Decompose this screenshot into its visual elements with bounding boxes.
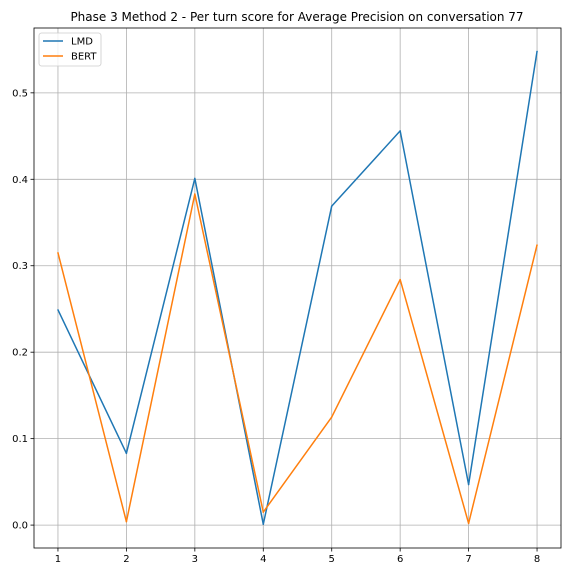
data-point-lmd bbox=[467, 483, 470, 486]
y-tick-label: 0.0 bbox=[12, 521, 28, 532]
data-point-bert bbox=[125, 520, 128, 523]
data-point-lmd bbox=[57, 309, 59, 311]
x-tick-label: 1 bbox=[55, 554, 61, 565]
y-tick-label: 0.1 bbox=[12, 434, 28, 445]
data-point-lmd bbox=[536, 50, 538, 53]
legend: LMD BERT bbox=[38, 32, 102, 67]
data-point-bert bbox=[330, 416, 333, 418]
data-point-lmd bbox=[125, 452, 128, 455]
x-tick-label: 7 bbox=[465, 554, 471, 565]
data-point-lmd bbox=[262, 523, 265, 525]
data-point-lmd bbox=[399, 130, 401, 132]
chart-title: Phase 3 Method 2 - Per turn score for Av… bbox=[70, 10, 523, 24]
y-tick-label: 0.4 bbox=[12, 175, 28, 186]
x-tick-label: 6 bbox=[397, 554, 403, 565]
x-tick-label: 5 bbox=[329, 554, 335, 565]
y-tick-label: 0.3 bbox=[12, 261, 28, 272]
axis-ticks: 1 2 3 4 5 6 7 8 0.0 0.1 0.2 0.3 0.4 0.5 bbox=[12, 88, 540, 565]
x-tick-label: 2 bbox=[123, 554, 129, 565]
data-point-bert bbox=[536, 244, 538, 246]
data-point-lmd bbox=[194, 177, 196, 180]
data-point-bert bbox=[262, 511, 265, 513]
data-point-bert bbox=[467, 522, 470, 525]
series-lines bbox=[57, 50, 538, 525]
x-tick-label: 8 bbox=[534, 554, 540, 565]
legend-label-bert: BERT bbox=[71, 52, 97, 63]
data-point-bert bbox=[57, 252, 59, 254]
grid-lines bbox=[34, 28, 561, 548]
data-point-bert bbox=[399, 278, 401, 281]
y-tick-label: 0.2 bbox=[12, 348, 28, 359]
data-point-lmd bbox=[330, 205, 333, 207]
series-line-bert bbox=[57, 193, 538, 525]
x-tick-label: 3 bbox=[192, 554, 198, 565]
plot-frame bbox=[33, 27, 562, 549]
data-point-bert bbox=[194, 193, 196, 195]
legend-label-lmd: LMD bbox=[71, 37, 93, 48]
y-tick-label: 0.5 bbox=[12, 88, 28, 99]
series-line-lmd bbox=[57, 51, 538, 525]
x-tick-label: 4 bbox=[260, 554, 266, 565]
